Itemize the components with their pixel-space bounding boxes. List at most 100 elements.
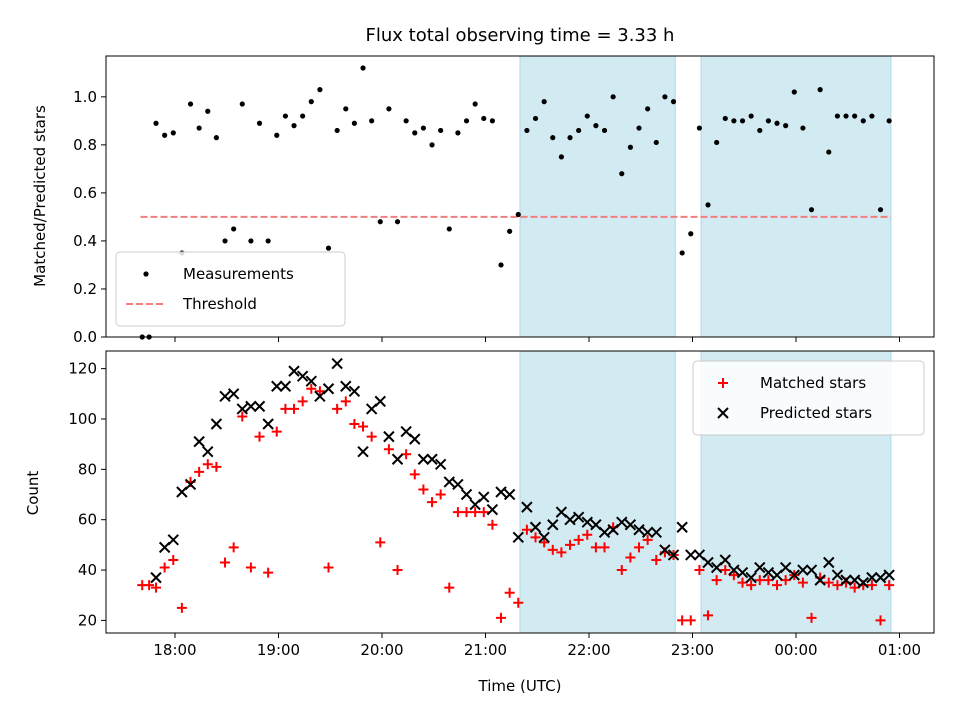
data-point bbox=[783, 123, 789, 129]
data-point bbox=[279, 380, 292, 392]
data-point bbox=[248, 238, 254, 244]
data-point bbox=[696, 125, 703, 131]
data-point bbox=[823, 556, 835, 569]
data-point bbox=[418, 484, 429, 495]
data-point bbox=[513, 597, 524, 608]
data-point bbox=[814, 574, 826, 586]
data-point bbox=[805, 564, 818, 576]
data-point bbox=[634, 542, 645, 553]
data-point bbox=[151, 582, 162, 593]
data-point bbox=[711, 575, 722, 586]
data-point bbox=[670, 99, 677, 105]
bottom-y-axis-label: Count bbox=[24, 471, 42, 516]
data-point bbox=[504, 587, 515, 598]
data-point bbox=[616, 565, 627, 576]
data-point bbox=[762, 566, 775, 579]
data-point bbox=[547, 519, 559, 531]
data-point bbox=[757, 127, 763, 134]
data-point bbox=[797, 577, 808, 588]
data-point bbox=[360, 65, 366, 71]
data-point bbox=[340, 396, 351, 407]
data-point bbox=[774, 120, 780, 126]
data-point bbox=[521, 501, 533, 513]
data-point bbox=[636, 125, 642, 131]
data-point bbox=[271, 426, 282, 437]
y-tick-label: 0.8 bbox=[73, 136, 97, 154]
data-point bbox=[239, 101, 245, 107]
data-point bbox=[314, 386, 325, 397]
data-point bbox=[581, 516, 593, 528]
y-tick-label: 0.6 bbox=[73, 184, 97, 202]
data-point bbox=[869, 113, 875, 119]
data-point bbox=[332, 403, 343, 414]
data-point bbox=[739, 118, 746, 124]
data-point bbox=[340, 380, 352, 392]
data-point bbox=[289, 403, 300, 414]
data-point bbox=[565, 539, 576, 550]
data-point bbox=[703, 610, 714, 621]
data-point bbox=[722, 115, 728, 122]
data-point bbox=[394, 219, 401, 225]
data-point bbox=[886, 118, 892, 124]
data-point bbox=[211, 461, 222, 472]
data-point bbox=[659, 544, 671, 556]
y-tick-label: 60 bbox=[78, 511, 97, 529]
data-point bbox=[325, 245, 332, 251]
data-point bbox=[754, 575, 765, 586]
data-point bbox=[806, 612, 817, 623]
data-point bbox=[349, 419, 360, 430]
data-point bbox=[728, 570, 739, 581]
data-point bbox=[403, 118, 409, 124]
data-point bbox=[334, 127, 340, 134]
data-point bbox=[296, 370, 309, 382]
data-point bbox=[780, 575, 791, 586]
data-point bbox=[550, 135, 556, 141]
data-point bbox=[351, 120, 357, 126]
chart-title: Flux total observing time = 3.33 h bbox=[366, 25, 675, 46]
data-point bbox=[866, 571, 878, 584]
data-point bbox=[401, 449, 412, 460]
data-point bbox=[262, 418, 274, 430]
data-point bbox=[840, 574, 852, 586]
data-point bbox=[306, 383, 317, 394]
data-point bbox=[435, 489, 446, 500]
top-shaded-interval-1 bbox=[700, 55, 892, 338]
data-point bbox=[641, 526, 654, 538]
data-point bbox=[866, 580, 877, 591]
data-point bbox=[184, 478, 197, 491]
data-point bbox=[556, 547, 567, 558]
data-point bbox=[558, 154, 565, 160]
data-point bbox=[736, 566, 749, 579]
data-point bbox=[463, 118, 470, 124]
data-point bbox=[369, 118, 375, 124]
data-point bbox=[601, 127, 608, 134]
data-point bbox=[645, 106, 651, 112]
data-point bbox=[280, 403, 291, 414]
data-point bbox=[429, 142, 435, 148]
data-point bbox=[694, 565, 705, 576]
data-point bbox=[196, 125, 202, 131]
data-point bbox=[228, 542, 239, 553]
data-point bbox=[714, 139, 720, 146]
data-point bbox=[530, 532, 541, 543]
y-tick-label: 80 bbox=[78, 460, 97, 478]
data-point bbox=[857, 576, 869, 589]
data-point bbox=[685, 615, 696, 626]
data-point bbox=[322, 383, 335, 395]
data-point bbox=[737, 577, 748, 588]
data-point bbox=[633, 524, 645, 536]
data-point bbox=[265, 238, 271, 244]
data-point bbox=[676, 521, 688, 533]
top-shaded-interval-0 bbox=[519, 55, 676, 338]
data-point bbox=[219, 390, 231, 403]
x-tick-label: 18:00 bbox=[153, 641, 196, 659]
data-point bbox=[719, 554, 731, 566]
data-point bbox=[343, 106, 349, 112]
data-point bbox=[728, 564, 740, 576]
data-point bbox=[438, 127, 444, 134]
data-point bbox=[731, 118, 737, 124]
data-point bbox=[377, 219, 383, 225]
y-tick-label: 20 bbox=[78, 611, 97, 629]
data-point bbox=[193, 435, 205, 448]
